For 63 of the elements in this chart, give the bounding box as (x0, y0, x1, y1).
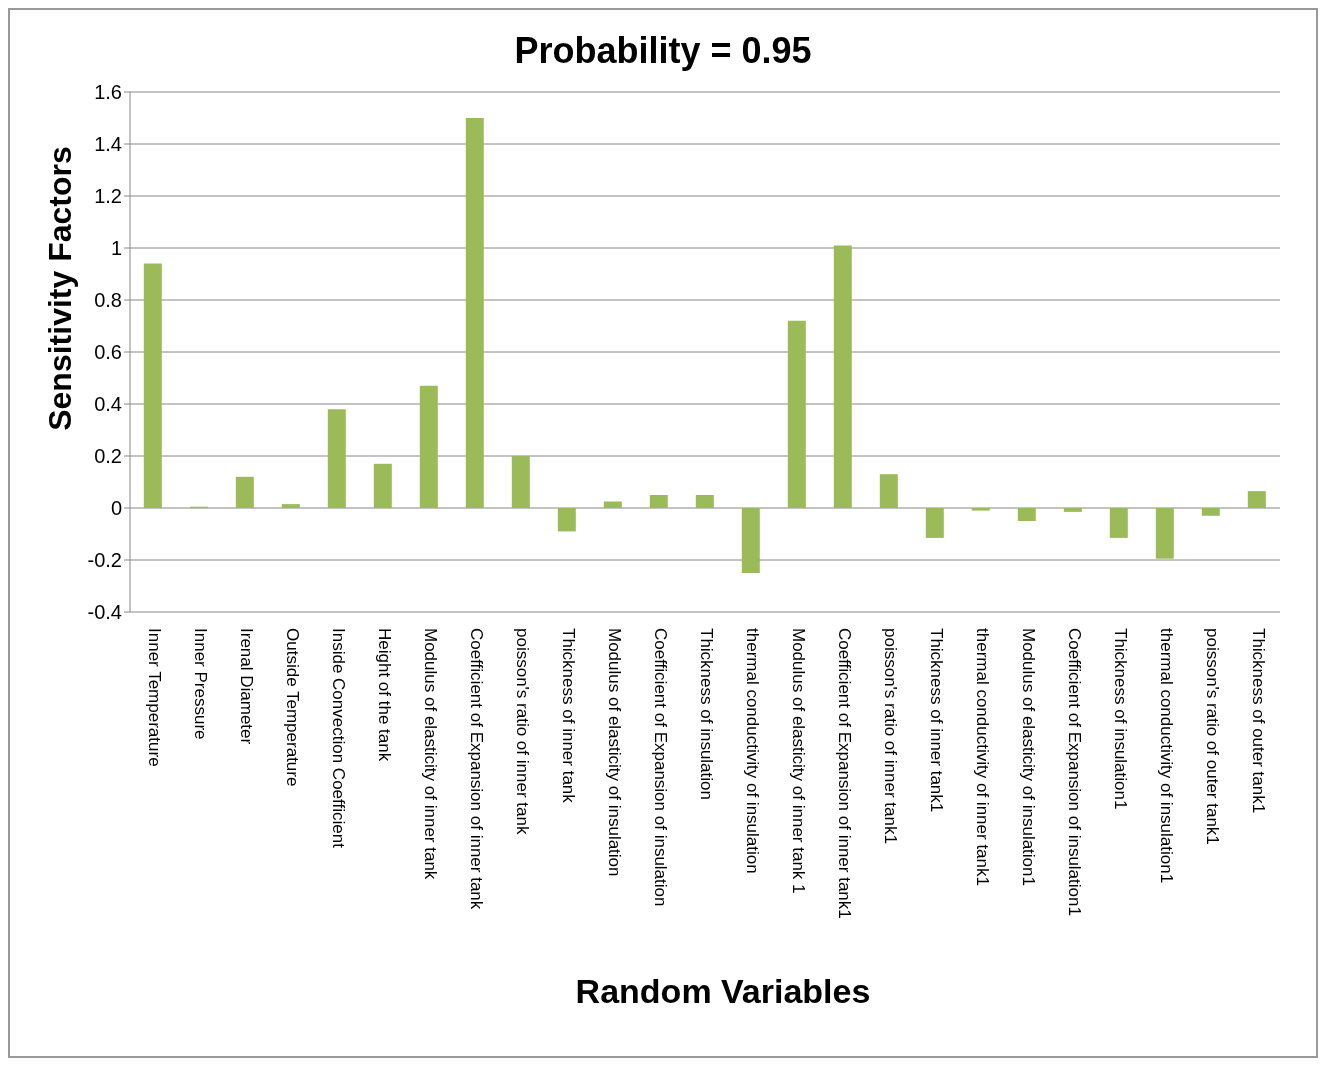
y-axis-title: Sensitivity Factors (41, 145, 79, 433)
x-tick-label: Thickness of inner tank (558, 628, 578, 804)
bar (649, 495, 668, 508)
y-tick-label: 0.8 (94, 289, 122, 312)
bar (879, 474, 898, 508)
bar (1155, 508, 1174, 559)
chart-title: Probability = 0.95 (513, 29, 813, 72)
x-tick-label: Coefficient of Expansion of insulation (650, 628, 670, 907)
bar (511, 456, 530, 508)
bar (603, 501, 622, 508)
y-tick-label: 0 (110, 497, 122, 520)
y-tick-label: -0.4 (87, 601, 122, 624)
y-tick-label: 1.4 (94, 133, 122, 156)
x-tick-label: Outside Temperature (282, 628, 302, 787)
bar (327, 409, 346, 508)
y-tick-label: 0.6 (94, 341, 122, 364)
bar (465, 118, 484, 508)
bar (419, 385, 438, 508)
y-tick-label: 1.6 (94, 81, 122, 104)
x-tick-label: Coefficient of Expansion of inner tank1 (834, 628, 854, 919)
x-tick-label: Inner Temperature (144, 628, 164, 767)
y-tick-label: 0.4 (94, 393, 122, 416)
x-tick-label: poisson's ratio of inner tank1 (880, 628, 900, 844)
bar (1017, 508, 1036, 521)
bar (557, 508, 576, 532)
x-tick-label: thermal conductivity of insulation1 (1156, 628, 1176, 884)
x-tick-label: Modulus of elasticity of inner tank (420, 628, 440, 880)
y-tick-label: 0.2 (94, 445, 122, 468)
bar (925, 508, 944, 538)
x-tick-label: poisson's ratio of inner tank (512, 628, 532, 835)
bar (373, 463, 392, 508)
x-tick-label: Coefficient of Expansion of inner tank (466, 628, 486, 910)
bar (1201, 508, 1220, 516)
x-tick-label: Inner Pressure (190, 628, 210, 740)
x-tick-label: Modulus of elasticity of insulation (604, 628, 624, 877)
x-tick-label: Coefficient of Expansion of insulation1 (1064, 628, 1084, 916)
x-tick-label: Thickness of outer tank1 (1248, 628, 1268, 814)
x-tick-label: Modulus of elasticity of insulation1 (1018, 628, 1038, 886)
bar (281, 504, 300, 508)
x-tick-label: thermal conductivity of inner tank1 (972, 628, 992, 886)
y-tick-label: -0.2 (87, 549, 122, 572)
bar (971, 508, 990, 511)
bar (787, 320, 806, 508)
bar (833, 245, 852, 508)
bar (741, 508, 760, 573)
y-tick-label: 1 (110, 237, 122, 260)
x-tick-label: poisson's ratio of outer tank1 (1202, 628, 1222, 845)
x-tick-label: Inside Convection Coefficient (328, 628, 348, 849)
x-axis-title: Random Variables (574, 972, 872, 1011)
bar (1063, 508, 1082, 512)
bar (235, 476, 254, 508)
x-tick-label: Thickness of inner tank1 (926, 628, 946, 813)
bar (1247, 491, 1266, 508)
x-tick-label: Thickness of insulation1 (1110, 628, 1130, 810)
y-tick-label: 1.2 (94, 185, 122, 208)
bar (1109, 508, 1128, 538)
bar (143, 263, 162, 508)
x-tick-label: Height of the tank (374, 628, 394, 762)
bar (695, 495, 714, 508)
x-tick-label: Irenal Diameter (236, 628, 256, 745)
x-tick-label: Thickness of insulation (696, 628, 716, 800)
x-tick-label: Modulus of elasticity of inner tank 1 (788, 628, 808, 894)
x-tick-label: thermal conductivity of insulation (742, 628, 762, 874)
